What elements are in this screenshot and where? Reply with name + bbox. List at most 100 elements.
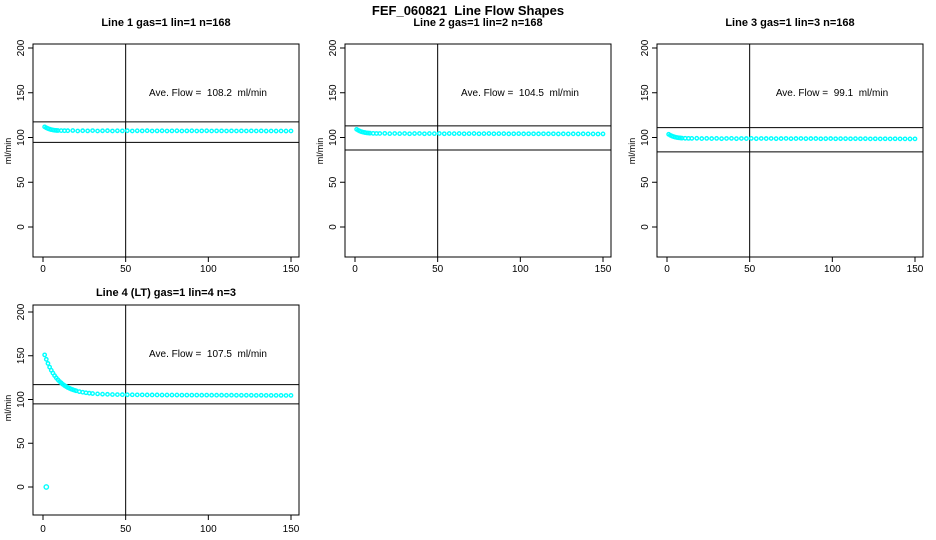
data-point	[149, 128, 155, 134]
data-point	[853, 136, 858, 142]
data-point	[199, 128, 205, 134]
data-point	[783, 136, 789, 141]
subplot-4-y-axis-label: ml/min	[3, 394, 13, 422]
data-point	[179, 128, 185, 134]
data-point	[184, 392, 190, 398]
subplot-1-y-axis-label: ml/min	[3, 137, 13, 165]
data-point	[763, 136, 769, 141]
data-point	[813, 136, 819, 141]
y-tick-label: 0	[328, 224, 339, 230]
subplot-2-title: Line 2 gas=1 lin=2 n=168	[413, 17, 543, 29]
data-point	[219, 128, 224, 134]
data-point	[882, 136, 888, 142]
data-point	[412, 131, 417, 136]
data-point	[501, 131, 507, 137]
y-tick-label: 200	[640, 39, 651, 56]
data-point	[234, 392, 239, 398]
x-tick-label: 100	[512, 264, 529, 275]
data-point	[858, 136, 863, 142]
data-point	[209, 128, 215, 134]
x-tick-label: 50	[432, 264, 444, 275]
data-point	[229, 128, 234, 134]
data-point	[729, 135, 734, 141]
data-point	[461, 131, 467, 137]
data-point	[258, 392, 264, 398]
data-point	[238, 128, 244, 134]
data-point	[531, 131, 536, 137]
x-tick-label: 150	[595, 264, 612, 275]
data-point	[164, 128, 170, 134]
data-point	[719, 136, 724, 142]
y-tick-label: 100	[640, 129, 651, 146]
data-point	[124, 128, 130, 134]
data-point	[134, 392, 140, 398]
data-point	[154, 392, 160, 398]
data-point	[159, 128, 165, 134]
data-point	[149, 392, 155, 398]
data-point	[808, 136, 814, 141]
data-point	[43, 356, 49, 362]
data-point	[105, 128, 110, 134]
data-point	[189, 392, 195, 398]
data-point	[268, 128, 274, 134]
data-point	[734, 136, 739, 142]
data-point	[887, 136, 893, 142]
subplot-2-ave-flow-label: Ave. Flow = 104.5 ml/min	[461, 88, 579, 99]
data-point	[238, 392, 244, 398]
data-point	[110, 392, 115, 397]
y-tick-label: 100	[16, 129, 27, 146]
data-point	[431, 131, 437, 137]
data-point	[90, 391, 95, 396]
data-point	[80, 128, 86, 134]
data-point	[486, 131, 492, 136]
data-point	[466, 131, 472, 137]
data-point	[154, 128, 160, 134]
data-point	[248, 128, 254, 134]
data-point	[129, 128, 135, 134]
data-point	[100, 391, 105, 397]
plot-box	[656, 43, 924, 258]
data-point	[278, 128, 284, 134]
data-point	[119, 128, 125, 134]
y-tick-label: 100	[16, 391, 27, 408]
subplot-1-ave-flow-label: Ave. Flow = 108.2 ml/min	[149, 88, 267, 99]
data-point	[124, 392, 130, 398]
data-point	[738, 136, 744, 141]
x-tick-label: 150	[283, 264, 300, 275]
data-point	[555, 131, 561, 137]
data-point	[129, 392, 135, 398]
data-point	[169, 128, 175, 134]
outlier-point	[43, 484, 50, 490]
plot-box	[32, 304, 300, 516]
y-tick-label: 200	[16, 39, 27, 56]
data-point	[288, 392, 294, 398]
data-point	[724, 136, 729, 141]
data-point	[194, 392, 200, 398]
y-tick-label: 200	[328, 39, 339, 56]
data-point	[169, 392, 175, 398]
data-point	[441, 131, 447, 137]
x-tick-label: 50	[744, 264, 756, 275]
data-point	[382, 130, 388, 136]
y-tick-label: 0	[640, 224, 651, 230]
x-tick-label: 50	[120, 524, 132, 535]
data-point	[748, 135, 754, 141]
data-point	[491, 131, 497, 137]
y-tick-label: 100	[328, 129, 339, 146]
data-point	[70, 128, 76, 133]
data-point	[100, 128, 105, 134]
x-tick-label: 100	[824, 264, 841, 275]
data-point	[843, 136, 848, 142]
data-point	[392, 131, 398, 136]
x-tick-label: 100	[200, 524, 217, 535]
x-tick-label: 150	[907, 264, 924, 275]
x-tick-label: 0	[352, 264, 358, 275]
x-tick-label: 0	[40, 524, 46, 535]
data-point	[174, 128, 180, 134]
data-point	[541, 131, 546, 137]
data-point	[872, 136, 878, 142]
data-point	[481, 131, 487, 137]
data-point	[224, 392, 229, 398]
data-point	[209, 392, 215, 398]
data-point	[897, 136, 903, 142]
